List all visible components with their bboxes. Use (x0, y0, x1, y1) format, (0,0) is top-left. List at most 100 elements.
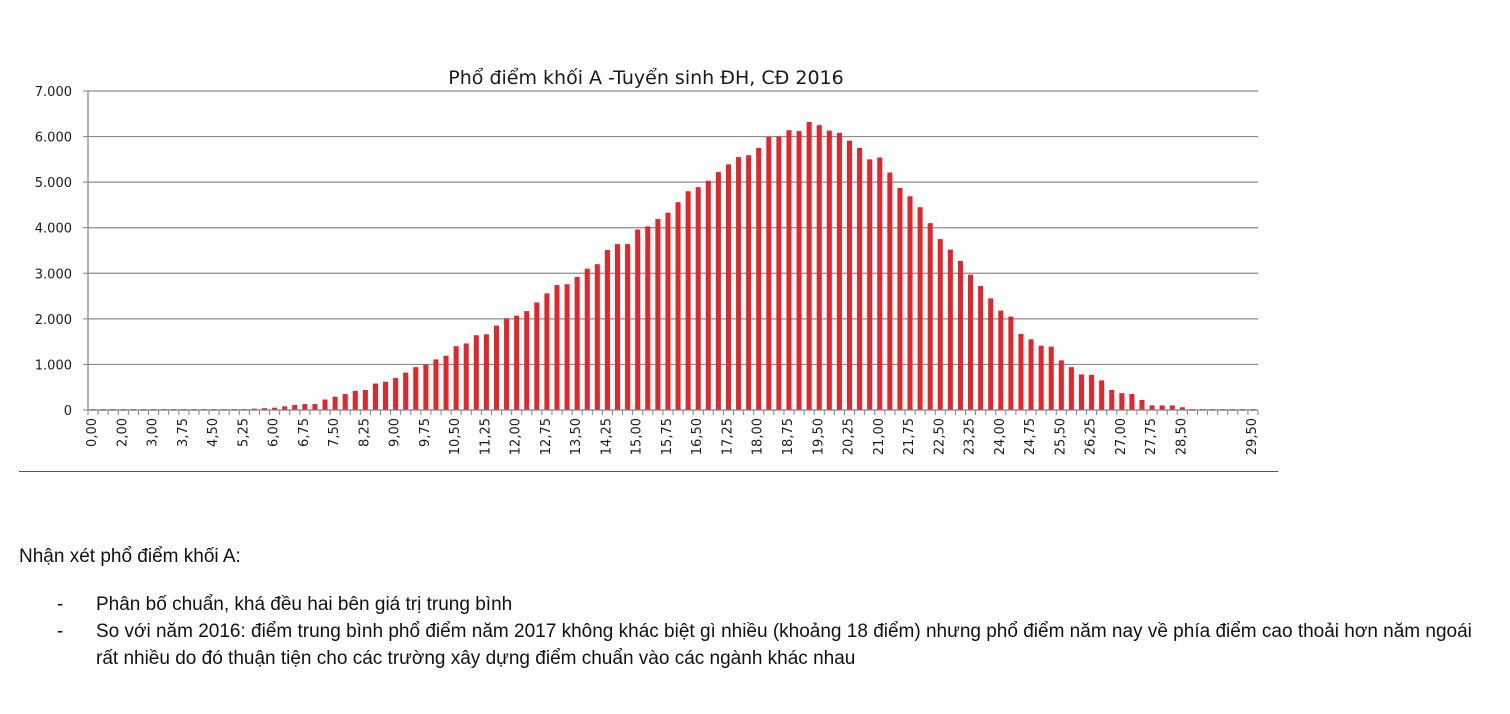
bar (1139, 399, 1145, 410)
notes-bullet: - So với năm 2016: điểm trung bình phổ đ… (19, 618, 1496, 672)
bar (403, 372, 409, 410)
bar (504, 318, 510, 410)
x-tick-label: 16,50 (690, 418, 705, 455)
bar (493, 325, 500, 410)
x-tick-label: 6,75 (297, 418, 312, 447)
bar (655, 219, 661, 410)
bar (372, 383, 378, 410)
bar (483, 334, 489, 410)
x-tick-label: 27,00 (1114, 418, 1129, 455)
bar (766, 137, 772, 410)
bar (887, 172, 893, 410)
bar (776, 136, 782, 410)
bar (584, 268, 590, 410)
bar (332, 396, 338, 410)
bullet-text: So với năm 2016: điểm trung bình phổ điể… (96, 621, 1472, 669)
y-tick-label: 7.000 (35, 85, 72, 100)
y-tick-label: 4.000 (35, 222, 72, 237)
x-tick-label: 21,00 (872, 418, 887, 455)
bar (816, 125, 822, 411)
x-tick-label: 3,00 (146, 418, 161, 447)
bar (988, 298, 994, 410)
bar (1149, 405, 1155, 410)
y-axis-labels: 0 1.000 2.000 3.000 4.000 5.000 6.000 7.000 (35, 85, 72, 419)
bar (725, 164, 731, 410)
bar (1078, 374, 1085, 410)
x-tick-label: 11,25 (478, 418, 493, 455)
bar (846, 140, 853, 411)
bar (645, 226, 651, 410)
x-axis-labels: 0,00 2,00 3,00 3,75 4,50 5,25 6,00 6,75 7,50 8,25… (85, 418, 1260, 455)
bar (665, 212, 671, 410)
bar (251, 408, 257, 411)
score-distribution-chart: Phổ điểm khối A -Tuyển sinh ĐH, CĐ 2016 … (35, 67, 1260, 455)
bar (302, 404, 308, 410)
bar (675, 202, 681, 410)
bar (897, 188, 903, 410)
bar (635, 229, 641, 410)
bar (322, 399, 328, 410)
y-tick-label: 1.000 (35, 358, 72, 373)
bar (433, 359, 439, 410)
x-tick-label: 5,25 (236, 418, 251, 447)
x-tick-label: 7,50 (327, 418, 342, 447)
x-tick-label: 14,25 (599, 418, 614, 455)
x-tick-label: 26,25 (1084, 418, 1099, 455)
bar (514, 315, 520, 410)
bar (1018, 333, 1024, 410)
bar (998, 310, 1004, 410)
bar (1169, 405, 1175, 410)
x-tick-label: 19,50 (811, 418, 826, 455)
x-tick-label: 9,00 (388, 418, 403, 447)
bar (312, 404, 318, 410)
bar (554, 285, 560, 410)
bar (625, 244, 631, 410)
bar (1089, 374, 1095, 410)
x-tick-label: 20,25 (842, 418, 857, 455)
x-tick-label: 3,75 (176, 418, 191, 447)
bar (806, 121, 812, 411)
bar (352, 390, 358, 410)
x-tick-label: 28,50 (1174, 418, 1189, 455)
x-tick-label: 12,00 (509, 418, 524, 455)
x-tick-label: 4,50 (206, 418, 221, 447)
x-tick-label: 10,50 (448, 418, 463, 455)
bar (1109, 389, 1115, 410)
bar (1058, 360, 1064, 410)
x-tick-label: 18,00 (751, 418, 766, 455)
x-tick-label: 27,75 (1144, 418, 1159, 455)
bar (867, 159, 873, 410)
y-tick-label: 5.000 (35, 176, 72, 191)
bar (604, 250, 610, 410)
notes-bullet: - Phân bố chuẩn, khá đều hai bên giá trị… (19, 591, 1496, 618)
bar (564, 284, 570, 410)
chart-title: Phổ điểm khối A -Tuyển sinh ĐH, CĐ 2016 (448, 67, 843, 89)
bar (947, 249, 953, 410)
divider-line (19, 471, 1278, 472)
bar (746, 155, 752, 410)
bar (786, 130, 792, 410)
bar (917, 207, 923, 410)
bar (544, 293, 550, 410)
bar (534, 302, 540, 410)
x-tick-label: 21,75 (902, 418, 917, 455)
bar (574, 276, 580, 410)
bar (957, 260, 963, 410)
x-tick-label: 24,00 (993, 418, 1008, 455)
bar (1008, 316, 1014, 410)
bar (292, 404, 298, 410)
bar (423, 364, 429, 410)
bar (282, 406, 288, 410)
x-tick-label: 24,75 (1023, 418, 1038, 455)
bar (1159, 405, 1165, 410)
y-tick-label: 2.000 (35, 313, 72, 328)
bar (463, 343, 469, 410)
bar (594, 264, 600, 410)
bar (968, 274, 974, 410)
x-axis-ticks (87, 410, 1259, 415)
bar (877, 157, 883, 410)
bar (615, 244, 621, 410)
bar (796, 131, 802, 410)
bullet-dash: - (57, 621, 64, 642)
y-tick-label: 6.000 (35, 131, 72, 146)
